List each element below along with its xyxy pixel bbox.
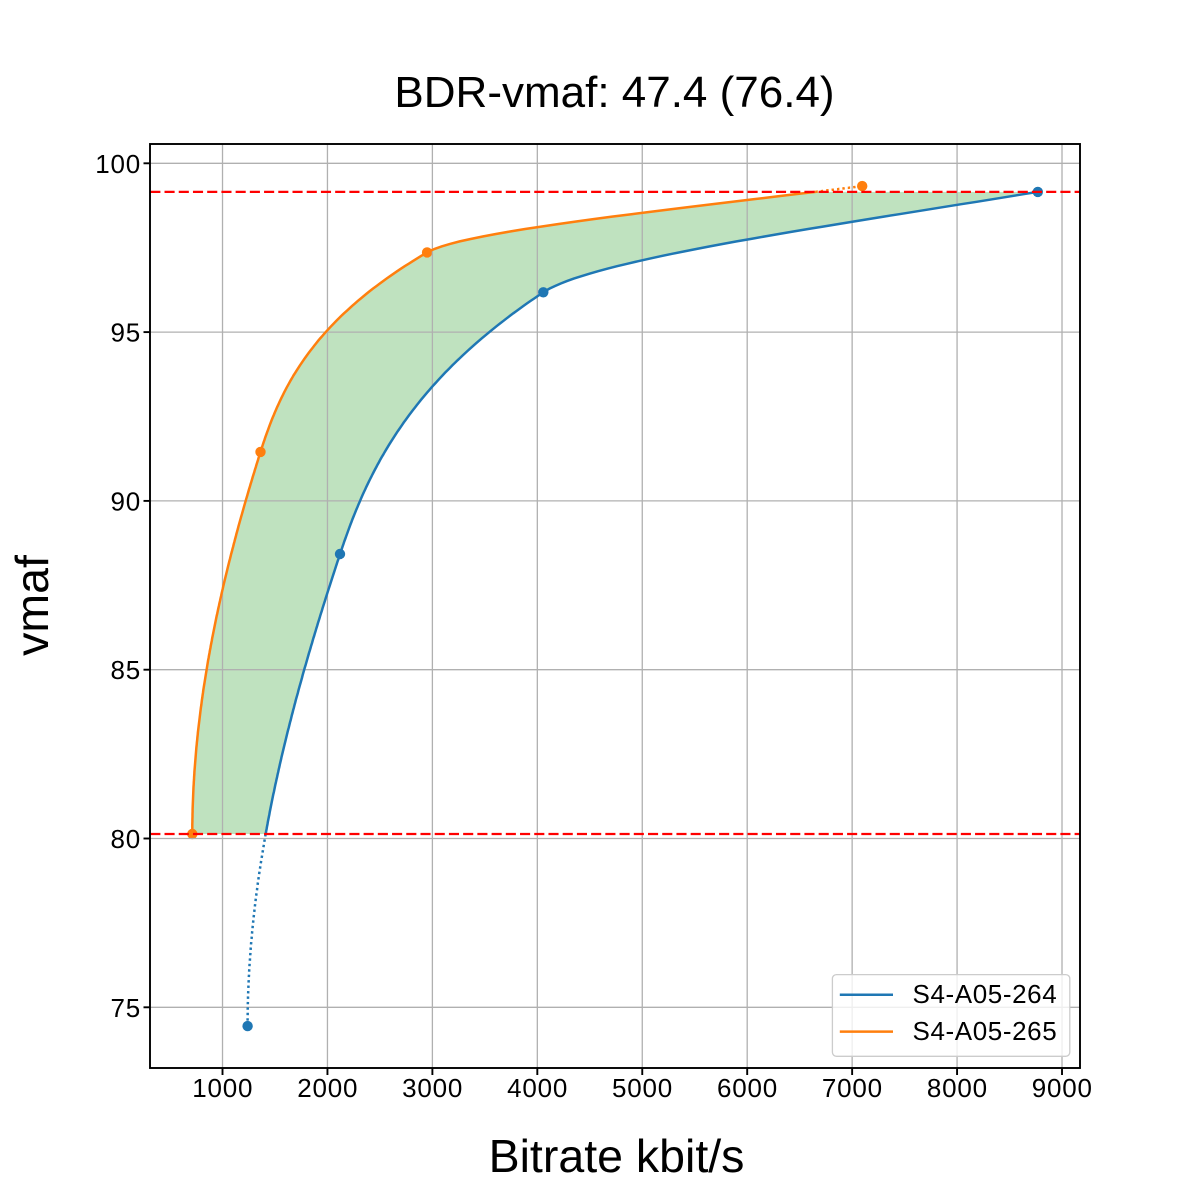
svg-text:90: 90 <box>110 486 141 516</box>
svg-text:4000: 4000 <box>507 1073 568 1103</box>
svg-text:95: 95 <box>110 318 141 348</box>
svg-text:5000: 5000 <box>612 1073 673 1103</box>
svg-text:2000: 2000 <box>297 1073 358 1103</box>
svg-text:Bitrate kbit/s: Bitrate kbit/s <box>489 1130 745 1182</box>
svg-text:BDR-vmaf: 47.4 (76.4): BDR-vmaf: 47.4 (76.4) <box>394 68 834 117</box>
svg-text:vmaf: vmaf <box>6 555 58 656</box>
svg-text:80: 80 <box>110 824 141 854</box>
svg-text:9000: 9000 <box>1032 1073 1093 1103</box>
svg-text:S4-A05-264: S4-A05-264 <box>913 979 1058 1009</box>
svg-text:3000: 3000 <box>402 1073 463 1103</box>
svg-text:S4-A05-265: S4-A05-265 <box>913 1016 1058 1046</box>
svg-text:85: 85 <box>110 655 141 685</box>
svg-text:8000: 8000 <box>927 1073 988 1103</box>
svg-text:100: 100 <box>95 149 141 179</box>
svg-text:6000: 6000 <box>717 1073 778 1103</box>
svg-text:75: 75 <box>110 993 141 1023</box>
svg-text:7000: 7000 <box>822 1073 883 1103</box>
svg-text:1000: 1000 <box>192 1073 253 1103</box>
